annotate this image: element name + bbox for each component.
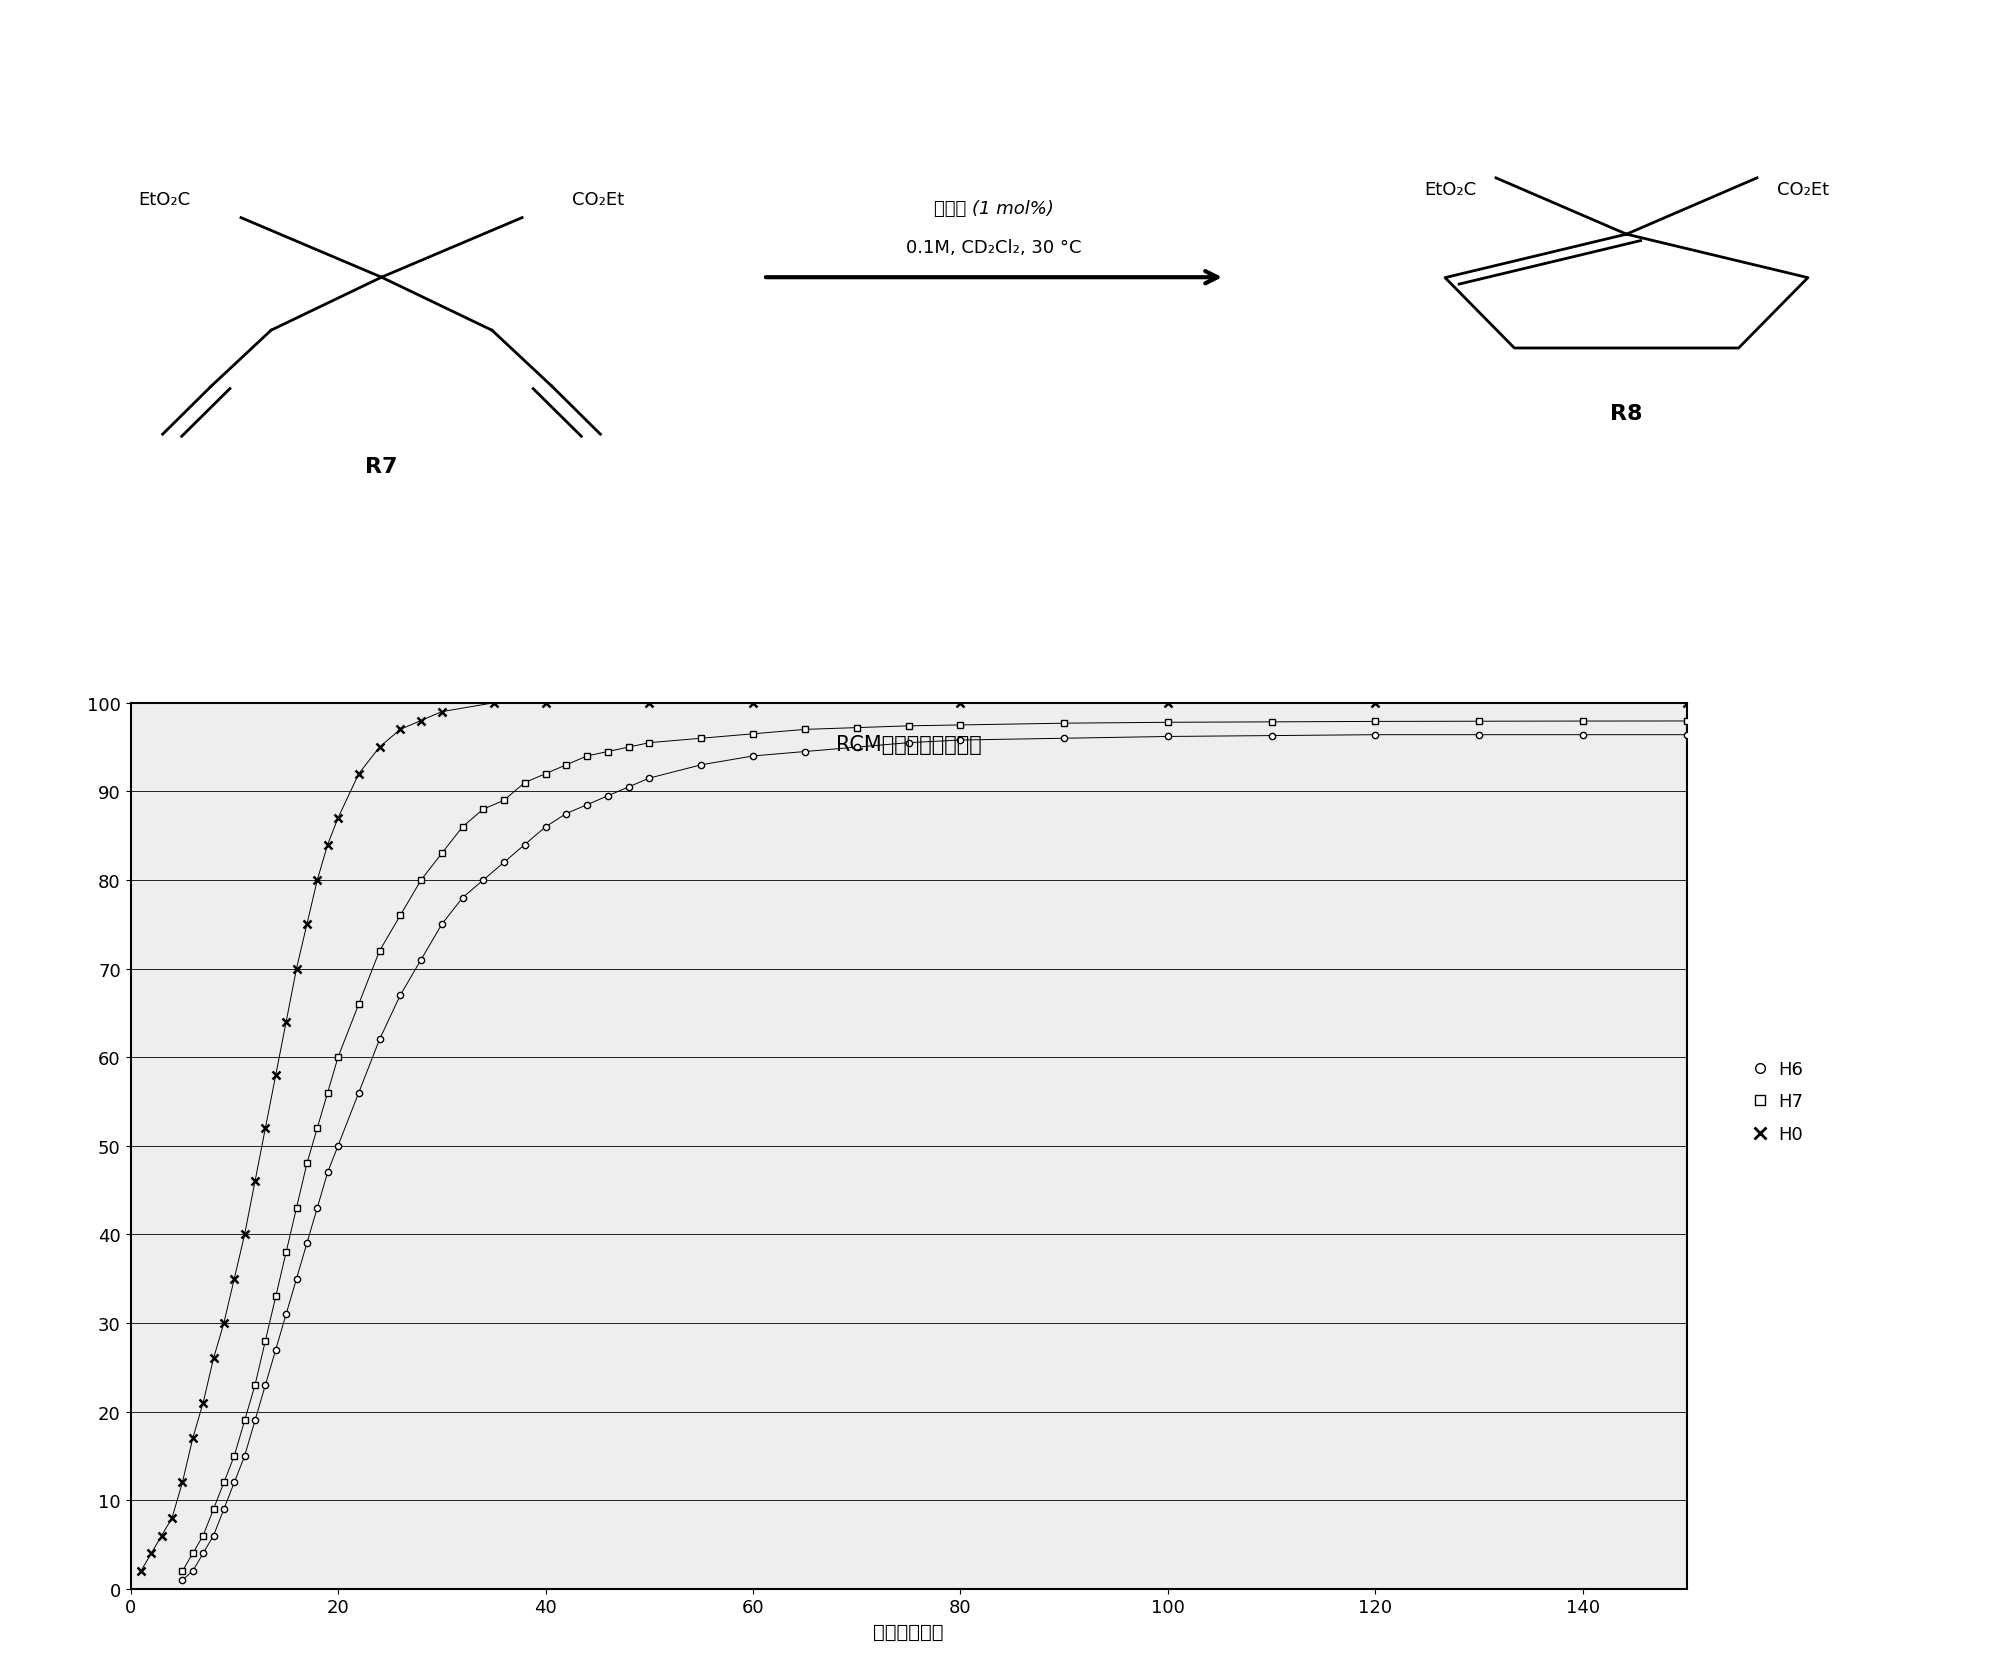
Text: EtO₂C: EtO₂C — [1423, 180, 1475, 199]
Text: 0.1M, CD₂Cl₂, 30 °C: 0.1M, CD₂Cl₂, 30 °C — [905, 240, 1082, 257]
Text: CO₂Et: CO₂Et — [1776, 180, 1828, 199]
Legend: H6, H7, H0: H6, H7, H0 — [1742, 1053, 1810, 1150]
Text: CO₂Et: CO₂Et — [572, 190, 624, 209]
X-axis label: 时间（分钟）: 时间（分钟） — [873, 1622, 943, 1642]
Text: 却化剂 (1 mol%): 却化剂 (1 mol%) — [933, 200, 1054, 217]
Text: RCM以形成二取代烯烃: RCM以形成二取代烯烃 — [835, 735, 981, 755]
Text: EtO₂C: EtO₂C — [138, 190, 191, 209]
Text: R7: R7 — [365, 457, 397, 477]
Text: R8: R8 — [1610, 404, 1642, 424]
